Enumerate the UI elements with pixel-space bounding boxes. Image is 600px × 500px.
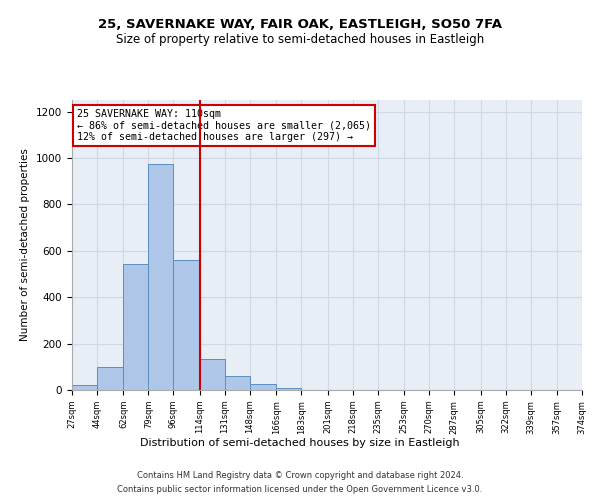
Bar [124,264,148,390]
Text: Distribution of semi-detached houses by size in Eastleigh: Distribution of semi-detached houses by … [140,438,460,448]
Bar [173,260,200,390]
Bar [97,367,124,390]
Text: Contains public sector information licensed under the Open Government Licence v3: Contains public sector information licen… [118,484,482,494]
Bar [276,388,301,390]
Text: Size of property relative to semi-detached houses in Eastleigh: Size of property relative to semi-detach… [116,32,484,46]
Bar [200,358,225,390]
Bar [250,384,276,390]
Bar [72,386,97,390]
Text: Contains HM Land Registry data © Crown copyright and database right 2024.: Contains HM Land Registry data © Crown c… [137,472,463,480]
Y-axis label: Number of semi-detached properties: Number of semi-detached properties [20,148,31,342]
Text: 25 SAVERNAKE WAY: 110sqm
← 86% of semi-detached houses are smaller (2,065)
12% o: 25 SAVERNAKE WAY: 110sqm ← 86% of semi-d… [77,108,371,142]
Bar [148,164,173,390]
Text: 25, SAVERNAKE WAY, FAIR OAK, EASTLEIGH, SO50 7FA: 25, SAVERNAKE WAY, FAIR OAK, EASTLEIGH, … [98,18,502,30]
Bar [225,376,250,390]
